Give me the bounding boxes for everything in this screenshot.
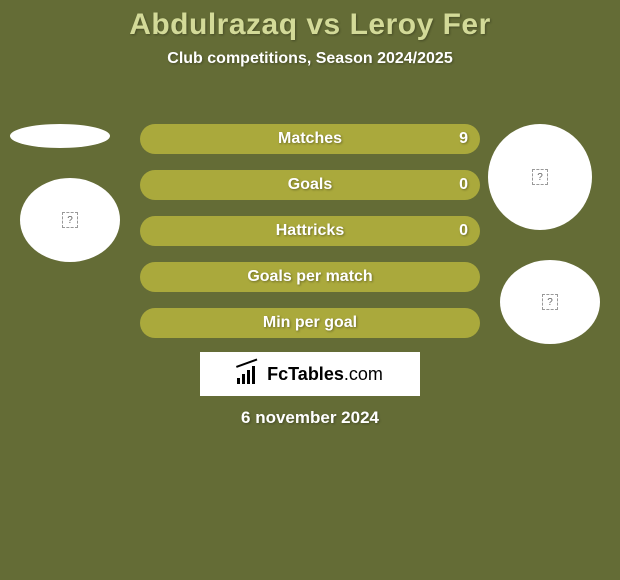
player2-avatar-circle: ?	[500, 260, 600, 344]
stats-table: Matches 9 Goals 0 Hattricks 0 Goals per …	[140, 124, 480, 354]
stat-label: Goals	[140, 176, 480, 194]
player1-logo-ellipse	[10, 124, 110, 148]
image-placeholder-icon: ?	[532, 169, 548, 185]
stat-label: Hattricks	[140, 222, 480, 240]
brand-badge: FcTables.com	[200, 352, 420, 396]
footer-date: 6 november 2024	[0, 408, 620, 428]
page-subtitle: Club competitions, Season 2024/2025	[0, 50, 620, 68]
brand-suffix: .com	[344, 364, 383, 384]
stat-row-min-per-goal: Min per goal	[140, 308, 480, 338]
stat-row-matches: Matches 9	[140, 124, 480, 154]
stat-label: Matches	[140, 130, 480, 148]
stat-row-goals: Goals 0	[140, 170, 480, 200]
image-placeholder-icon: ?	[542, 294, 558, 310]
brand-name: FcTables	[267, 364, 344, 384]
stat-right-value: 0	[459, 222, 468, 240]
brand-chart-icon	[237, 364, 261, 384]
page-title: Abdulrazaq vs Leroy Fer	[0, 8, 620, 42]
stat-right-value: 0	[459, 176, 468, 194]
stat-label: Goals per match	[140, 268, 480, 286]
player2-logo-circle: ?	[488, 124, 592, 230]
player1-avatar-circle: ?	[20, 178, 120, 262]
image-placeholder-icon: ?	[62, 212, 78, 228]
stat-right-value: 9	[459, 130, 468, 148]
brand-text: FcTables.com	[267, 364, 383, 385]
stat-row-goals-per-match: Goals per match	[140, 262, 480, 292]
stat-label: Min per goal	[140, 314, 480, 332]
stat-row-hattricks: Hattricks 0	[140, 216, 480, 246]
